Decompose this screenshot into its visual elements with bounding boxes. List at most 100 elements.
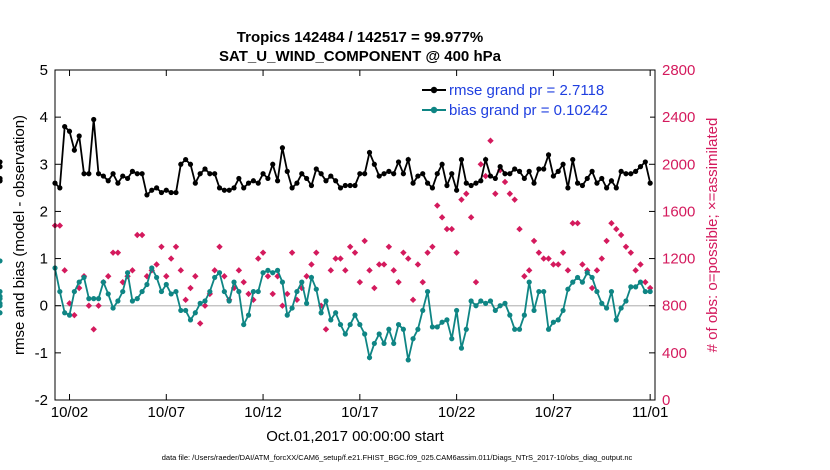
obs-possible-marker (192, 273, 199, 280)
bias-point (589, 274, 595, 281)
rmse-point (318, 171, 324, 177)
bias-point (226, 298, 232, 304)
obs-possible-marker (545, 255, 552, 262)
obs-possible-marker (313, 249, 320, 256)
obs-possible-marker (530, 237, 538, 245)
bias-point (492, 307, 498, 314)
bias-point (386, 326, 392, 332)
bias-point (139, 288, 145, 295)
obs-possible-marker (327, 267, 335, 274)
rmse-point (507, 171, 513, 177)
rmse-point (110, 171, 116, 177)
bias-point (628, 284, 634, 290)
rmse-point (502, 171, 508, 177)
rmse-point (579, 182, 586, 189)
rmse-point (560, 161, 566, 167)
bias-point (483, 300, 489, 306)
y-tick-label: 0 (40, 298, 48, 315)
bias-point (129, 298, 136, 304)
obs-possible-marker (371, 284, 378, 292)
obs-possible-marker (303, 273, 310, 280)
rmse-point (149, 187, 155, 193)
legend-rmse-label: rmse grand pr = 2.7118 (449, 82, 604, 99)
obs-possible-marker (255, 255, 262, 262)
bias-point (173, 288, 179, 295)
rmse-point (536, 166, 542, 172)
rmse-point (512, 166, 518, 172)
bias-point (570, 279, 576, 285)
y-tick-label: 4 (40, 109, 48, 126)
rmse-point (71, 147, 77, 153)
obs-possible-marker (434, 202, 441, 209)
rmse-point (124, 175, 131, 182)
obs-possible-marker (375, 261, 383, 268)
bias-point (410, 336, 416, 342)
obs-possible-marker (56, 222, 64, 229)
rmse-point (66, 128, 73, 134)
bias-point (304, 300, 310, 306)
rmse-point (299, 171, 305, 177)
obs-possible-marker (458, 196, 465, 203)
rmse-point (0, 178, 3, 184)
rmse-point (599, 175, 605, 182)
obs-possible-marker (269, 290, 276, 298)
obs-possible-marker (429, 243, 436, 250)
obs-possible-marker (569, 220, 576, 227)
bias-point (478, 298, 484, 304)
rmse-point (608, 178, 615, 184)
rmse-point (129, 168, 136, 174)
obs-possible-marker (525, 267, 533, 274)
obs-possible-marker (409, 296, 417, 304)
obs-possible-marker (419, 278, 426, 286)
obs-possible-marker (380, 261, 388, 268)
bias-point (391, 340, 397, 347)
y-right-tick-label: 2000 (662, 156, 695, 173)
obs-possible-marker (240, 278, 247, 286)
rmse-point (333, 178, 339, 184)
y-tick-label: -1 (35, 345, 48, 362)
obs-possible-marker (501, 178, 509, 186)
data-file-footer: data file: /Users/raeder/DAI/ATM_forcXX/… (162, 453, 633, 462)
legend-rmse-marker (430, 86, 438, 94)
bias-point (0, 258, 3, 264)
y-right-tick-label: 800 (662, 298, 687, 315)
x-tick-label: 10/02 (51, 404, 89, 421)
rmse-point (187, 161, 194, 167)
bias-point (0, 288, 3, 295)
rmse-point (274, 178, 281, 184)
rmse-point (216, 185, 223, 191)
rmse-point (526, 168, 532, 174)
obs-possible-marker (390, 267, 397, 274)
obs-possible-marker (540, 255, 547, 262)
bias-point (642, 288, 648, 295)
bias-point (458, 345, 465, 351)
rmse-point (565, 185, 571, 191)
obs-possible-marker (361, 237, 368, 245)
y-right-tick-label: 400 (662, 345, 687, 362)
bias-point (579, 279, 586, 285)
series-lines (0, 116, 653, 363)
bias-point (613, 317, 619, 323)
obs-possible-marker (211, 267, 218, 274)
rmse-point (154, 185, 160, 191)
x-tick-label: 10/12 (244, 404, 282, 421)
bias-point (352, 312, 358, 318)
y-right-tick-label: 2400 (662, 109, 695, 126)
rmse-point (424, 180, 431, 186)
rmse-point (304, 175, 310, 182)
obs-possible-marker (400, 249, 407, 256)
rmse-point (458, 156, 465, 163)
obs-possible-marker (138, 231, 146, 239)
obs-possible-marker (579, 261, 586, 268)
obs-possible-marker (467, 214, 475, 221)
rmse-point (294, 180, 300, 186)
rmse-point (81, 171, 87, 177)
obs-possible-marker (642, 278, 649, 286)
bias-point (424, 288, 431, 295)
bias-point (289, 305, 295, 311)
bias-point (545, 326, 552, 332)
obs-possible-marker (574, 220, 581, 227)
rmse-point (57, 185, 63, 191)
bias-point (86, 296, 92, 302)
obs-possible-marker (322, 326, 330, 333)
